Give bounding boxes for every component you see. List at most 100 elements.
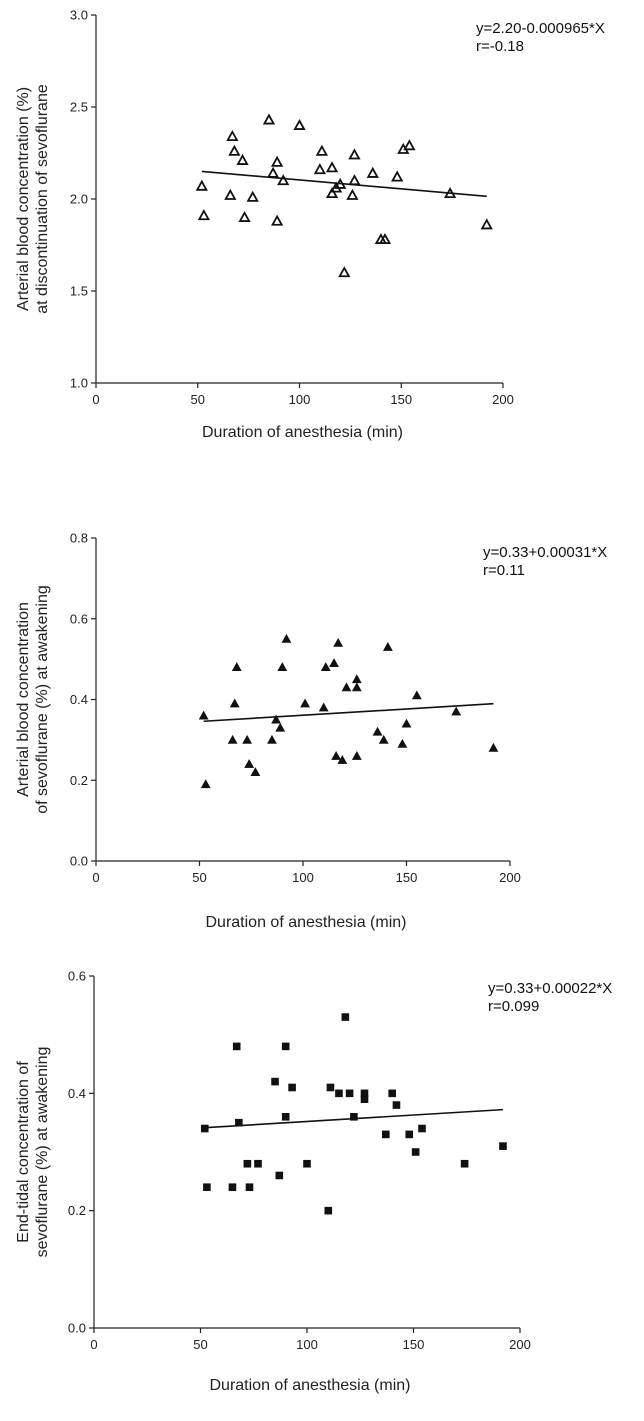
- y-tick-label: 3.0: [70, 8, 88, 23]
- data-point: [378, 233, 392, 245]
- data-point: [281, 633, 292, 643]
- data-point: [198, 710, 209, 720]
- data-point: [288, 1083, 296, 1092]
- data-point: [229, 698, 240, 708]
- regression-line: [203, 702, 494, 723]
- data-point: [388, 1089, 396, 1098]
- y-tick-label: 1.0: [70, 376, 88, 391]
- y-tick-label: 2.5: [70, 100, 88, 115]
- data-point: [271, 1077, 279, 1086]
- data-point: [372, 726, 383, 736]
- regression-equation: y=2.20-0.000965*X: [476, 20, 605, 37]
- data-point: [334, 177, 347, 189]
- x-tick-label: 150: [396, 870, 418, 885]
- data-point: [480, 218, 493, 230]
- data-point: [351, 751, 362, 760]
- data-point: [245, 1183, 254, 1191]
- data-point: [337, 755, 348, 764]
- data-point: [231, 662, 242, 672]
- data-point: [351, 674, 362, 684]
- data-point: [451, 706, 462, 716]
- data-point: [195, 179, 208, 191]
- data-point: [443, 187, 457, 199]
- data-point: [345, 1089, 354, 1098]
- y-axis-label-line: Arterial blood concentration: [15, 602, 32, 797]
- data-point: [315, 144, 329, 156]
- data-point: [203, 1183, 211, 1191]
- y-tick-label: 0.2: [68, 1203, 86, 1218]
- data-point: [275, 722, 286, 732]
- data-point: [246, 190, 259, 202]
- data-point: [488, 742, 499, 752]
- data-point: [262, 113, 276, 125]
- data-point: [325, 187, 339, 199]
- data-point: [324, 1206, 333, 1215]
- data-point: [270, 214, 284, 226]
- data-point: [392, 1101, 401, 1109]
- data-point: [411, 690, 422, 700]
- data-point: [401, 718, 412, 728]
- data-point: [346, 188, 359, 200]
- regression-line: [201, 170, 487, 198]
- data-point: [266, 166, 280, 178]
- x-tick-label: 50: [193, 1337, 207, 1352]
- x-tick-label: 150: [390, 392, 412, 407]
- x-tick-label: 0: [90, 1337, 97, 1352]
- data-point: [281, 1113, 290, 1121]
- x-tick-label: 100: [296, 1337, 318, 1352]
- data-point: [460, 1159, 469, 1168]
- data-point: [325, 161, 339, 173]
- data-point: [303, 1159, 311, 1168]
- y-axis-label-line: sevoflurane (%) at awakening: [34, 1047, 51, 1258]
- data-point: [405, 1130, 414, 1139]
- chart-panel-arterial-awakening: 0 50 100 150 200 0.0 0.2 0.4 0.6 0.8 Duration of a…: [15, 531, 607, 932]
- data-point: [254, 1159, 262, 1168]
- data-point: [418, 1124, 426, 1133]
- data-point: [267, 734, 277, 744]
- data-point: [242, 734, 253, 744]
- correlation-coefficient: r=0.11: [483, 562, 525, 579]
- data-point: [271, 714, 281, 724]
- x-tick-label: 50: [192, 870, 206, 885]
- data-point: [391, 170, 404, 182]
- data-point: [329, 658, 339, 667]
- data-point: [499, 1142, 507, 1150]
- x-tick-label: 0: [92, 870, 99, 885]
- y-axis-label-line: of sevoflurane (%) at awakening: [34, 585, 51, 814]
- chart-panel-end-tidal-awakening: 0 50 100 150 200 0.0 0.2 0.4 0.6 Duration of anes…: [15, 969, 612, 1395]
- data-point: [235, 1118, 243, 1127]
- y-tick-label: 1.5: [70, 284, 88, 299]
- data-point: [226, 129, 239, 142]
- x-axis-label: Duration of anesthesia (min): [202, 424, 403, 441]
- data-point: [382, 1130, 390, 1139]
- x-axis-label: Duration of anesthesia (min): [210, 1377, 411, 1394]
- data-point: [360, 1089, 369, 1098]
- data-point: [338, 266, 351, 278]
- data-point: [224, 188, 237, 200]
- data-point: [350, 1113, 358, 1121]
- data-point: [335, 1089, 343, 1098]
- data-point: [348, 148, 361, 160]
- data-point: [331, 751, 342, 760]
- data-point: [300, 698, 310, 708]
- data-point: [360, 1095, 369, 1103]
- data-point: [238, 210, 251, 222]
- data-point: [277, 662, 288, 672]
- data-point: [250, 767, 261, 776]
- y-tick-label: 0.0: [68, 1321, 86, 1336]
- regression-equation: y=0.33+0.00022*X: [488, 980, 612, 997]
- data-point: [200, 779, 211, 789]
- y-tick-label: 0.2: [70, 773, 88, 788]
- correlation-coefficient: r=-0.18: [476, 38, 524, 55]
- data-point: [351, 682, 362, 692]
- data-point: [320, 662, 331, 672]
- data-point: [366, 166, 379, 178]
- correlation-coefficient: r=0.099: [488, 998, 539, 1015]
- y-tick-label: 0.0: [70, 854, 88, 869]
- regression-equation: y=0.33+0.00031*X: [483, 544, 607, 561]
- x-tick-label: 200: [509, 1337, 531, 1352]
- data-point: [382, 641, 393, 651]
- data-point: [341, 1013, 350, 1021]
- data-point: [397, 738, 408, 748]
- data-point: [341, 682, 352, 692]
